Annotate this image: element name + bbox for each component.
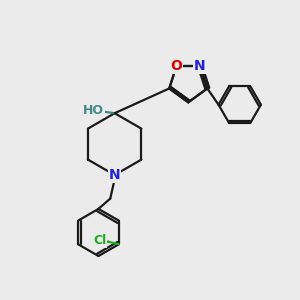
Text: O: O [171,59,182,73]
Text: N: N [194,59,206,73]
Text: N: N [109,168,121,182]
Text: HO: HO [83,104,104,117]
Text: Cl: Cl [93,234,106,247]
